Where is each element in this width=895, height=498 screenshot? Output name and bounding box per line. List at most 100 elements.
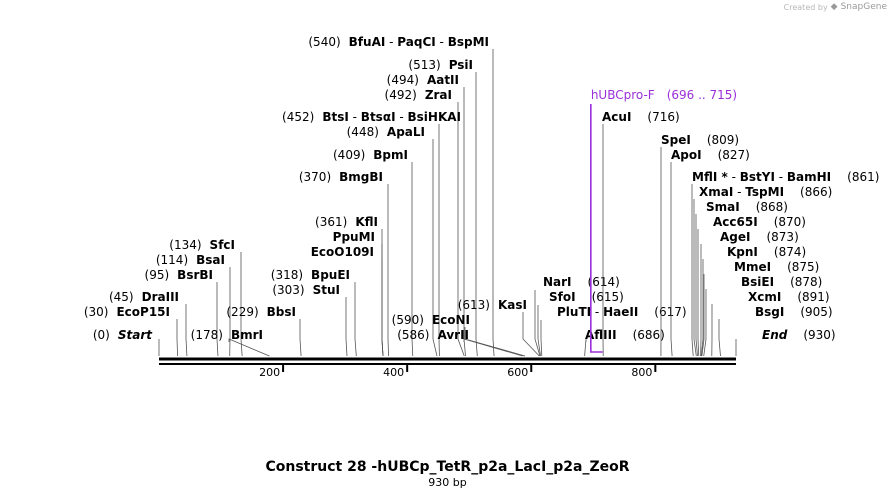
site-leader-line [176,319,179,357]
site-leader-line [492,49,495,357]
site-label: (452) BtsI - BtsαI - BsiHKAI [282,110,461,124]
site-label: Acc65I (870) [713,215,806,229]
site-leader-line [475,72,478,357]
site-enzyme-name: PaqCI [397,35,435,49]
site-label: BsgI (905) [755,305,833,319]
site-label: (229) BbsI [226,305,296,319]
site-label: (318) BpuEI [271,268,350,282]
site-position: (873) [766,230,798,244]
site-enzyme-name: BtsαI [361,110,396,124]
site-label: MflI * - BstYI - BamHI (861) [692,170,879,184]
restriction-site: (590) EcoNI [392,313,526,357]
site-leader-line [381,259,384,357]
site-position: (615) [592,290,624,304]
site-position: (494) [387,73,419,87]
restriction-site: BsiEI (878) [703,275,822,357]
site-label: (540) BfuAI - PaqCI - BspMI [308,35,489,49]
site-label: XmaI - TspMI (866) [699,185,832,199]
site-leader-line [695,214,698,357]
site-enzyme-name: EcoNI [432,313,470,327]
site-leader-line [670,162,673,357]
site-separator: - [396,110,408,124]
site-position: (370) [299,170,331,184]
site-position: (492) [385,88,417,102]
site-label: (494) AatII [387,73,459,87]
restriction-site: (303) StuI [272,283,348,357]
site-leader-line [216,282,219,357]
site-leader-line [691,184,694,357]
site-label: (513) PsiI [408,58,473,72]
site-label: AcuI (716) [602,110,680,124]
site-enzyme-name: BsiHKAI [408,110,462,124]
primer-feature: hUBCpro-F (696 .. 715) [590,88,737,353]
restriction-site: (409) BpmI [333,148,414,357]
site-label: PluTI - HaeII (617) [557,305,687,319]
site-enzyme-name: PpuMI [333,230,375,244]
site-enzyme-name: AatII [427,73,459,87]
site-position: (540) [308,35,340,49]
restriction-site: (30) EcoP15I [84,305,179,357]
site-position: (614) [588,275,620,289]
site-enzyme-name: SfcI [210,238,235,252]
site-position: (448) [347,125,379,139]
site-label: (178) BmrI [191,328,263,342]
site-position: (303) [272,283,304,297]
site-position: (30) [84,305,109,319]
site-leader-line [718,319,721,357]
site-enzyme-name: BsrBI [177,268,213,282]
site-label: BsiEI (878) [741,275,822,289]
restriction-site: (513) PsiI [408,58,478,357]
primer-label: hUBCpro-F (696 .. 715) [591,88,737,102]
site-label: (370) BmgBI [299,170,383,184]
site-leader-line [522,312,540,357]
site-enzyme-name: PluTI [557,305,591,319]
restriction-site: MflI * - BstYI - BamHI (861) [691,170,879,357]
site-label: ApoI (827) [671,148,750,162]
site-leader-line [700,259,704,357]
restriction-site: AgeI (873) [700,230,799,357]
site-position: (45) [109,290,134,304]
site-label: (586) AvrII [397,328,469,342]
site-leader-line [432,139,438,357]
site-label: (409) BpmI [333,148,408,162]
site-position: (586) [397,328,429,342]
site-enzyme-name: EcoO109I [311,245,374,259]
site-enzyme-name: PsiI [449,58,473,72]
restriction-site: (114) BsaI [156,253,231,357]
site-label: SpeI (809) [661,133,739,147]
site-label: (303) StuI [272,283,340,297]
site-enzyme-name: BstYI [740,170,775,184]
site-enzyme-name: BpuEI [311,268,350,282]
restriction-site: (370) BmgBI [299,170,389,357]
site-enzyme-name: BmrI [231,328,263,342]
site-enzyme-name: BtsI [322,110,349,124]
site-position: (809) [707,133,739,147]
restriction-site: (586) AvrII [397,328,523,357]
restriction-site: (0) Start [93,328,160,356]
site-enzyme-name: KasI [498,298,527,312]
site-position: (95) [145,268,170,282]
site-position: (866) [800,185,832,199]
restriction-site: Acc65I (870) [697,215,806,357]
site-enzyme-name: BsiEI [741,275,774,289]
site-enzyme-name: MmeI [734,260,771,274]
site-enzyme-name: BsaI [196,253,225,267]
snapgene-logo-icon: ◆ [830,2,838,12]
site-label: NarI (614) [543,275,620,289]
site-enzyme-name: SmaI [706,200,740,214]
site-enzyme-name: BamHI [787,170,831,184]
restriction-site: ApoI (827) [670,148,750,357]
site-enzyme-name: SpeI [661,133,691,147]
construct-title: Construct 28 -hUBCp_TetR_p2a_LacI_p2a_Ze… [265,459,630,475]
site-position: (590) [392,313,424,327]
site-label: (30) EcoP15I [84,305,170,319]
site-enzyme-name: AflIII [585,328,617,342]
site-position: (905) [800,305,832,319]
site-label: (361) KflI [315,215,378,229]
site-enzyme-name: HaeII [603,305,638,319]
axis-tick-label: 800 [631,366,652,379]
site-label: (134) SfcI [169,238,235,252]
site-position: (617) [654,305,686,319]
site-enzyme-name: MflI * [692,170,728,184]
